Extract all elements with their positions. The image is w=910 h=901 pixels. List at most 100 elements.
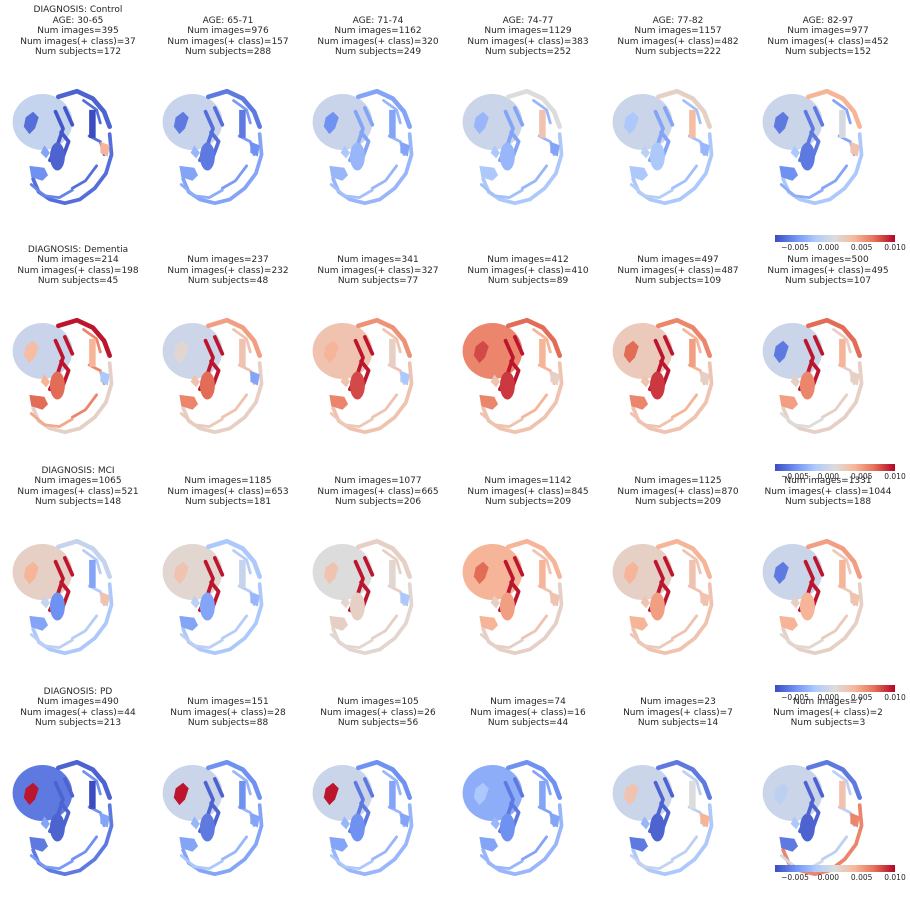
panel-title-line: AGE: 71-74 <box>352 15 404 26</box>
colorbar-tick-label: −0.005 <box>781 243 809 252</box>
region-cortex_a <box>206 317 262 358</box>
panel-r0-c5: AGE: 82-97 Num images=977 Num images(+ cla… <box>753 5 903 230</box>
region-cortex_a <box>806 88 862 129</box>
region-ant <box>250 812 260 828</box>
brain-slice <box>462 538 564 656</box>
panel-title-line: Num images=1142 <box>484 476 572 486</box>
region-hipp <box>779 836 799 852</box>
region-hipp <box>479 836 499 852</box>
panel-title-line: Num images(+ class)=28 <box>170 707 286 718</box>
region-vent <box>623 111 639 135</box>
panel-title-line: AGE: 65-71 <box>202 15 254 26</box>
region-cerebc <box>629 412 674 428</box>
region-put <box>199 592 215 621</box>
panel-title-line: Num images=395 <box>37 26 119 36</box>
region-cortex_a <box>56 317 112 358</box>
panel-r3-c3: Num images=74 Num images(+ class)=16 Num s… <box>453 676 603 901</box>
panel-title-line: Num images=105 <box>337 697 419 707</box>
region-cortex_a <box>656 88 712 129</box>
region-wm <box>312 323 373 379</box>
colorbar: −0.005 0.000 0.005 0.010 <box>775 685 906 704</box>
brain-slice <box>612 317 714 435</box>
region-hipp <box>629 165 649 181</box>
panel-r3-c2: Num images=105 Num images(+ class)=26 Num … <box>303 676 453 901</box>
region-wm <box>12 94 73 150</box>
colorbar-tick-label: 0.005 <box>850 243 873 252</box>
region-put <box>199 813 215 842</box>
region-vent <box>173 340 189 364</box>
region-hipp <box>179 165 199 181</box>
panel-title-line: Num images=23 <box>640 697 716 707</box>
brain-slice <box>762 538 864 656</box>
panel-r3-c1: Num images=151 Num images(+ class)=28 Num … <box>153 676 303 901</box>
region-vent <box>323 340 339 364</box>
colorbar: −0.005 0.000 0.005 0.010 <box>775 235 906 254</box>
region-hipp <box>629 394 649 410</box>
brain-slice <box>762 317 864 435</box>
region-cerebw <box>70 99 106 190</box>
region-cn <box>389 559 396 588</box>
panel-title: DIAGNOSIS: Dementia Num images=214 Num ima… <box>3 245 153 287</box>
region-hcc <box>490 374 500 388</box>
region-vent <box>623 561 639 585</box>
region-cn <box>689 109 696 138</box>
region-cerebc <box>329 854 374 870</box>
region-wm <box>462 323 523 379</box>
region-hipp <box>779 394 799 410</box>
region-cortex_a <box>56 759 112 800</box>
region-wm <box>12 323 73 379</box>
region-put <box>349 592 365 621</box>
region-cn <box>389 780 396 809</box>
region-cerebw <box>220 99 256 190</box>
region-hcc <box>340 595 350 609</box>
panel-r2-c0: DIAGNOSIS: MCI Num images=1065 Num images(… <box>3 455 153 680</box>
region-hcc <box>640 374 650 388</box>
panel-title-line: Num images(+ class)=26 <box>320 707 436 718</box>
panel-title-line: Num subjects=209 <box>634 497 722 507</box>
brain-slice <box>162 538 264 656</box>
region-ant <box>850 141 860 157</box>
region-ant <box>100 812 110 828</box>
region-ant <box>850 370 860 386</box>
region-cerebw <box>820 99 856 190</box>
region-cerebw <box>220 328 256 419</box>
panel-title-line: Num images=497 <box>637 255 719 265</box>
panel-title-line: Num images=490 <box>37 697 119 707</box>
region-put <box>649 813 665 842</box>
panel-title-line: Num images(+ class)=198 <box>17 265 139 276</box>
panel-r0-c4: AGE: 77-82 Num images=1157 Num images(+ cl… <box>603 5 753 230</box>
region-cortex_a <box>356 759 412 800</box>
panel-title-line: Num images=977 <box>787 26 869 36</box>
region-hcc <box>490 595 500 609</box>
brain-slice <box>462 759 564 877</box>
panel-r0-c1: AGE: 65-71 Num images=976 Num images(+ cla… <box>153 5 303 230</box>
brain-slice <box>162 317 264 435</box>
region-hipp <box>329 615 349 631</box>
region-cortex_a <box>806 317 862 358</box>
region-vent <box>23 340 39 364</box>
panel-title-line: Num subjects=249 <box>334 47 422 57</box>
panel-title-line: DIAGNOSIS: PD <box>43 686 113 697</box>
panel-title: Num images=412 Num images(+ class)=410 Num… <box>453 255 603 287</box>
region-cerebw <box>520 549 556 640</box>
region-ant <box>250 141 260 157</box>
region-cn <box>89 109 96 138</box>
region-cortex_a <box>506 538 562 579</box>
region-put <box>499 813 515 842</box>
region-wm <box>612 94 673 150</box>
brain-slice <box>762 88 864 206</box>
region-cn <box>239 780 246 809</box>
panel-title-line: Num images(+ class)=157 <box>167 36 289 47</box>
region-wm <box>162 323 223 379</box>
panel-title-line: Num subjects=107 <box>784 276 872 286</box>
region-ant <box>250 370 260 386</box>
brain-slice <box>462 317 564 435</box>
region-hipp <box>779 615 799 631</box>
panel-title-line: Num images=500 <box>787 255 869 265</box>
region-wm <box>612 765 673 821</box>
region-vent <box>173 561 189 585</box>
brain-slice <box>12 538 114 656</box>
region-wm <box>12 765 73 821</box>
panel-title-line: Num subjects=148 <box>34 497 122 507</box>
region-hcc <box>490 145 500 159</box>
